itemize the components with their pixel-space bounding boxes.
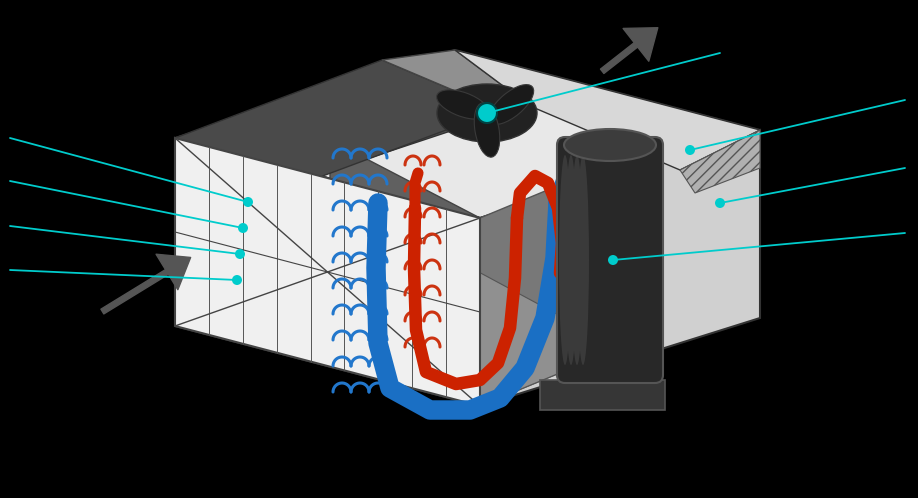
Ellipse shape [559,155,571,365]
Ellipse shape [577,155,589,365]
Circle shape [238,223,248,233]
Polygon shape [455,50,620,123]
Polygon shape [540,380,665,410]
Polygon shape [480,130,760,406]
Ellipse shape [488,85,533,124]
Circle shape [477,103,497,123]
Circle shape [243,197,253,207]
Polygon shape [175,138,480,406]
Circle shape [482,108,492,118]
Circle shape [685,145,695,155]
Polygon shape [382,50,530,110]
Polygon shape [480,160,620,406]
Circle shape [715,198,725,208]
Ellipse shape [475,103,499,157]
Circle shape [608,255,618,265]
Ellipse shape [571,155,583,365]
Ellipse shape [565,155,577,365]
Polygon shape [680,130,760,193]
Polygon shape [175,50,760,218]
Polygon shape [175,138,480,406]
Ellipse shape [437,90,489,119]
Polygon shape [330,140,480,406]
Polygon shape [175,60,500,190]
Polygon shape [175,50,550,186]
FancyBboxPatch shape [557,137,663,383]
Ellipse shape [564,129,656,161]
Ellipse shape [437,84,537,142]
Circle shape [235,249,245,259]
Polygon shape [455,50,760,170]
Circle shape [232,275,242,285]
Polygon shape [330,270,620,406]
